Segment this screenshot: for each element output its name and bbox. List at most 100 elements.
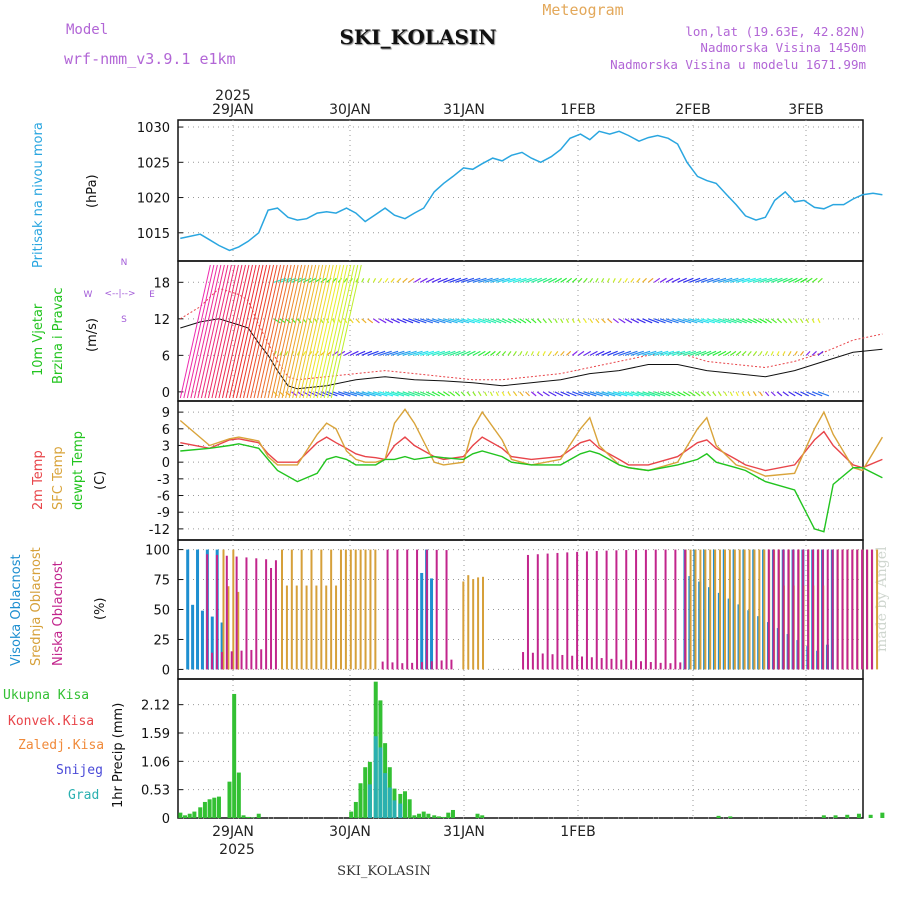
cloud-bar (738, 549, 741, 670)
wind-barb (279, 318, 286, 324)
wind-barb (648, 350, 663, 356)
wind-barb (332, 350, 339, 356)
wind-barb (700, 318, 716, 324)
wind-barb (577, 318, 581, 324)
cloud-bar (704, 549, 707, 670)
wind-barb (384, 277, 389, 283)
wind-barb (460, 391, 466, 397)
cloud-bar (270, 567, 273, 670)
wind-barb (759, 391, 763, 397)
wind-barb (817, 350, 824, 356)
wind-barb (653, 277, 661, 283)
cloud-bar (723, 549, 726, 670)
wind-barb (361, 278, 365, 283)
cloud-bar (260, 649, 263, 670)
precip-bar (716, 815, 721, 818)
wind-barb (390, 391, 405, 397)
temp-unit: (C) (93, 471, 108, 490)
wind-barb (764, 351, 769, 356)
cloud-bar (325, 585, 328, 670)
temp-frame (177, 400, 864, 541)
wind-barb (484, 318, 497, 324)
wind-barb (478, 277, 493, 283)
cloud-bar (536, 554, 539, 670)
cloud-bar (250, 649, 253, 670)
wind-barb-early (274, 264, 306, 399)
wind-barb-early (330, 264, 362, 399)
wind-barb (759, 318, 767, 324)
wind-barb (285, 351, 289, 356)
wind-barb-early (183, 264, 215, 399)
cloud-bar (615, 550, 618, 670)
precip-bar (402, 791, 407, 818)
wind-barb (420, 318, 433, 324)
wind-barb (700, 350, 712, 356)
legend-snow: Snijeg (56, 763, 103, 778)
wind-barb (396, 391, 410, 397)
cloud-bar (576, 551, 579, 670)
cloud-bar (232, 549, 235, 670)
cloud-bar (595, 550, 598, 670)
wind-barb (408, 318, 420, 324)
wind-barb (513, 318, 522, 324)
wind-barb (466, 350, 476, 356)
wind-barb (811, 318, 815, 324)
cloud-bar (445, 550, 448, 670)
wind-barb (536, 318, 542, 324)
wind-barb (712, 277, 727, 283)
wind-barb (373, 318, 380, 324)
wind-barb (759, 277, 773, 283)
precip-bar (407, 799, 412, 818)
wind-barb (390, 318, 400, 324)
wind-barb (443, 277, 455, 283)
wind-barb (384, 350, 399, 356)
cloud-bar (807, 549, 810, 670)
wind-barb (765, 277, 778, 283)
cloud-bar (240, 650, 243, 670)
wind-barb (519, 351, 523, 356)
precip-bar (250, 817, 255, 818)
cloud-bar (816, 549, 819, 670)
wind-barb (671, 350, 686, 356)
precip-bar (436, 816, 441, 818)
wind-barb (343, 350, 352, 356)
wind-barb-early (288, 264, 320, 399)
wind-barb (782, 277, 793, 283)
wind-barb (659, 277, 667, 283)
wind-barb-early (299, 264, 331, 399)
cloud-bar (556, 552, 559, 670)
cloud-bar (689, 549, 692, 670)
wind-barb (419, 391, 431, 397)
wind-barb (437, 391, 446, 397)
wind-barb-early (278, 264, 310, 399)
cloud-bar (330, 549, 333, 670)
wind-barb (776, 351, 780, 356)
wind-barb-early (186, 264, 218, 399)
cloud-bar (743, 549, 746, 670)
cloud-bar (782, 549, 785, 670)
wind-barb (700, 391, 706, 397)
wind-plot (179, 264, 883, 399)
wind-barb-early (232, 264, 264, 399)
cloud-bar (777, 549, 780, 670)
cloud-bar (467, 575, 470, 670)
wind-barb (689, 318, 704, 324)
r-ytick-label-2: 1.06 (141, 755, 170, 770)
wind-barb (589, 350, 598, 356)
wind-barb (694, 391, 701, 397)
precip-bar (856, 813, 861, 818)
t-ytick-label-3: 0 (162, 456, 170, 471)
wind-barb (349, 318, 354, 324)
wind-barb-early (200, 264, 232, 399)
wind-barb (799, 350, 805, 356)
wind-barb-early (250, 264, 282, 399)
wind-barb (595, 277, 599, 283)
grid-lines (178, 120, 863, 819)
wind-barb (571, 350, 578, 356)
cloud-bar (866, 549, 869, 670)
footer-station: SKI_KOLASIN (337, 864, 431, 879)
precip-bar (868, 814, 873, 818)
wind-barb (747, 391, 751, 397)
wind-barb (548, 277, 558, 283)
cloud-bar (349, 549, 352, 670)
